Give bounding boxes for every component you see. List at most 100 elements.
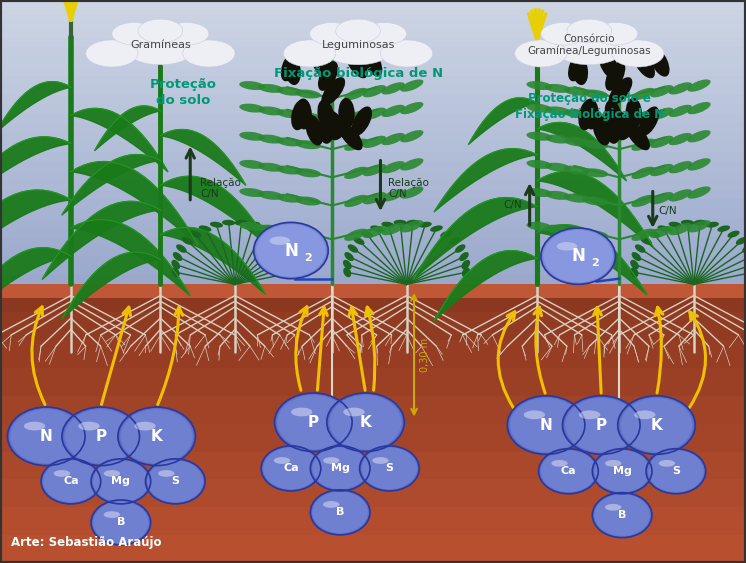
Ellipse shape bbox=[330, 110, 354, 138]
Ellipse shape bbox=[609, 77, 633, 105]
Ellipse shape bbox=[510, 398, 582, 452]
Ellipse shape bbox=[509, 397, 583, 453]
Bar bbox=[0, 113, 746, 123]
Ellipse shape bbox=[551, 460, 568, 467]
Text: N: N bbox=[571, 247, 585, 265]
Text: Mg: Mg bbox=[111, 476, 131, 486]
Ellipse shape bbox=[380, 40, 433, 67]
Bar bbox=[0, 94, 746, 104]
Ellipse shape bbox=[254, 222, 328, 279]
Ellipse shape bbox=[9, 408, 84, 464]
Ellipse shape bbox=[10, 409, 82, 463]
Ellipse shape bbox=[91, 500, 151, 545]
Text: S: S bbox=[386, 463, 393, 473]
Polygon shape bbox=[434, 149, 537, 212]
Ellipse shape bbox=[631, 138, 655, 151]
Bar bbox=[0, 423, 746, 452]
Ellipse shape bbox=[381, 222, 395, 227]
Ellipse shape bbox=[277, 194, 302, 203]
Ellipse shape bbox=[400, 186, 424, 199]
Ellipse shape bbox=[557, 242, 577, 251]
Ellipse shape bbox=[541, 23, 586, 45]
Ellipse shape bbox=[657, 225, 670, 232]
Ellipse shape bbox=[172, 260, 180, 269]
Ellipse shape bbox=[360, 446, 419, 490]
Text: Fixação biológica de N: Fixação biológica de N bbox=[274, 66, 442, 80]
Polygon shape bbox=[160, 227, 266, 294]
Ellipse shape bbox=[567, 19, 612, 43]
Ellipse shape bbox=[650, 192, 674, 204]
Ellipse shape bbox=[648, 450, 704, 493]
Polygon shape bbox=[95, 106, 160, 150]
Polygon shape bbox=[62, 155, 160, 215]
Ellipse shape bbox=[10, 409, 83, 464]
Ellipse shape bbox=[361, 231, 373, 238]
Bar bbox=[0, 284, 746, 312]
Ellipse shape bbox=[313, 491, 368, 533]
Ellipse shape bbox=[668, 189, 692, 202]
Ellipse shape bbox=[668, 222, 682, 227]
Ellipse shape bbox=[681, 220, 695, 225]
Ellipse shape bbox=[259, 225, 272, 232]
Ellipse shape bbox=[147, 460, 204, 503]
Ellipse shape bbox=[440, 231, 452, 238]
Ellipse shape bbox=[650, 164, 674, 176]
Ellipse shape bbox=[158, 470, 175, 477]
Ellipse shape bbox=[63, 408, 139, 465]
Ellipse shape bbox=[510, 397, 583, 453]
Ellipse shape bbox=[565, 398, 637, 452]
Polygon shape bbox=[71, 109, 168, 172]
Ellipse shape bbox=[578, 100, 595, 130]
Ellipse shape bbox=[343, 267, 351, 277]
Ellipse shape bbox=[687, 220, 711, 233]
Ellipse shape bbox=[631, 229, 655, 241]
Ellipse shape bbox=[363, 108, 386, 120]
Ellipse shape bbox=[323, 457, 339, 464]
Ellipse shape bbox=[563, 396, 639, 454]
Ellipse shape bbox=[344, 167, 368, 179]
Ellipse shape bbox=[370, 225, 383, 232]
Text: K: K bbox=[360, 415, 372, 430]
Ellipse shape bbox=[618, 396, 695, 454]
Ellipse shape bbox=[104, 470, 120, 477]
Ellipse shape bbox=[344, 138, 368, 151]
Ellipse shape bbox=[527, 81, 552, 90]
Ellipse shape bbox=[258, 135, 283, 144]
Ellipse shape bbox=[742, 244, 746, 253]
Ellipse shape bbox=[650, 85, 674, 97]
Ellipse shape bbox=[583, 168, 608, 177]
Ellipse shape bbox=[630, 260, 639, 269]
Ellipse shape bbox=[363, 226, 386, 238]
Ellipse shape bbox=[564, 166, 589, 175]
Polygon shape bbox=[62, 252, 160, 319]
Ellipse shape bbox=[593, 23, 638, 45]
Ellipse shape bbox=[239, 188, 265, 197]
Ellipse shape bbox=[172, 267, 180, 277]
Ellipse shape bbox=[222, 220, 236, 225]
Ellipse shape bbox=[119, 408, 194, 464]
Polygon shape bbox=[0, 137, 71, 205]
Ellipse shape bbox=[718, 225, 730, 232]
Ellipse shape bbox=[611, 109, 636, 137]
Ellipse shape bbox=[668, 82, 692, 95]
Ellipse shape bbox=[650, 108, 674, 120]
Ellipse shape bbox=[317, 100, 334, 131]
Text: B: B bbox=[618, 510, 627, 520]
Ellipse shape bbox=[598, 48, 618, 78]
Ellipse shape bbox=[295, 112, 321, 121]
Ellipse shape bbox=[256, 224, 326, 277]
Ellipse shape bbox=[362, 47, 382, 77]
Ellipse shape bbox=[336, 19, 380, 43]
Ellipse shape bbox=[362, 448, 417, 489]
Ellipse shape bbox=[361, 447, 418, 490]
Ellipse shape bbox=[310, 446, 370, 491]
Ellipse shape bbox=[668, 161, 692, 173]
Bar bbox=[0, 170, 746, 180]
Ellipse shape bbox=[372, 457, 389, 464]
Ellipse shape bbox=[646, 449, 706, 494]
Ellipse shape bbox=[687, 186, 711, 199]
Ellipse shape bbox=[348, 244, 358, 253]
Ellipse shape bbox=[406, 220, 419, 225]
Ellipse shape bbox=[564, 397, 639, 453]
Ellipse shape bbox=[626, 122, 650, 150]
